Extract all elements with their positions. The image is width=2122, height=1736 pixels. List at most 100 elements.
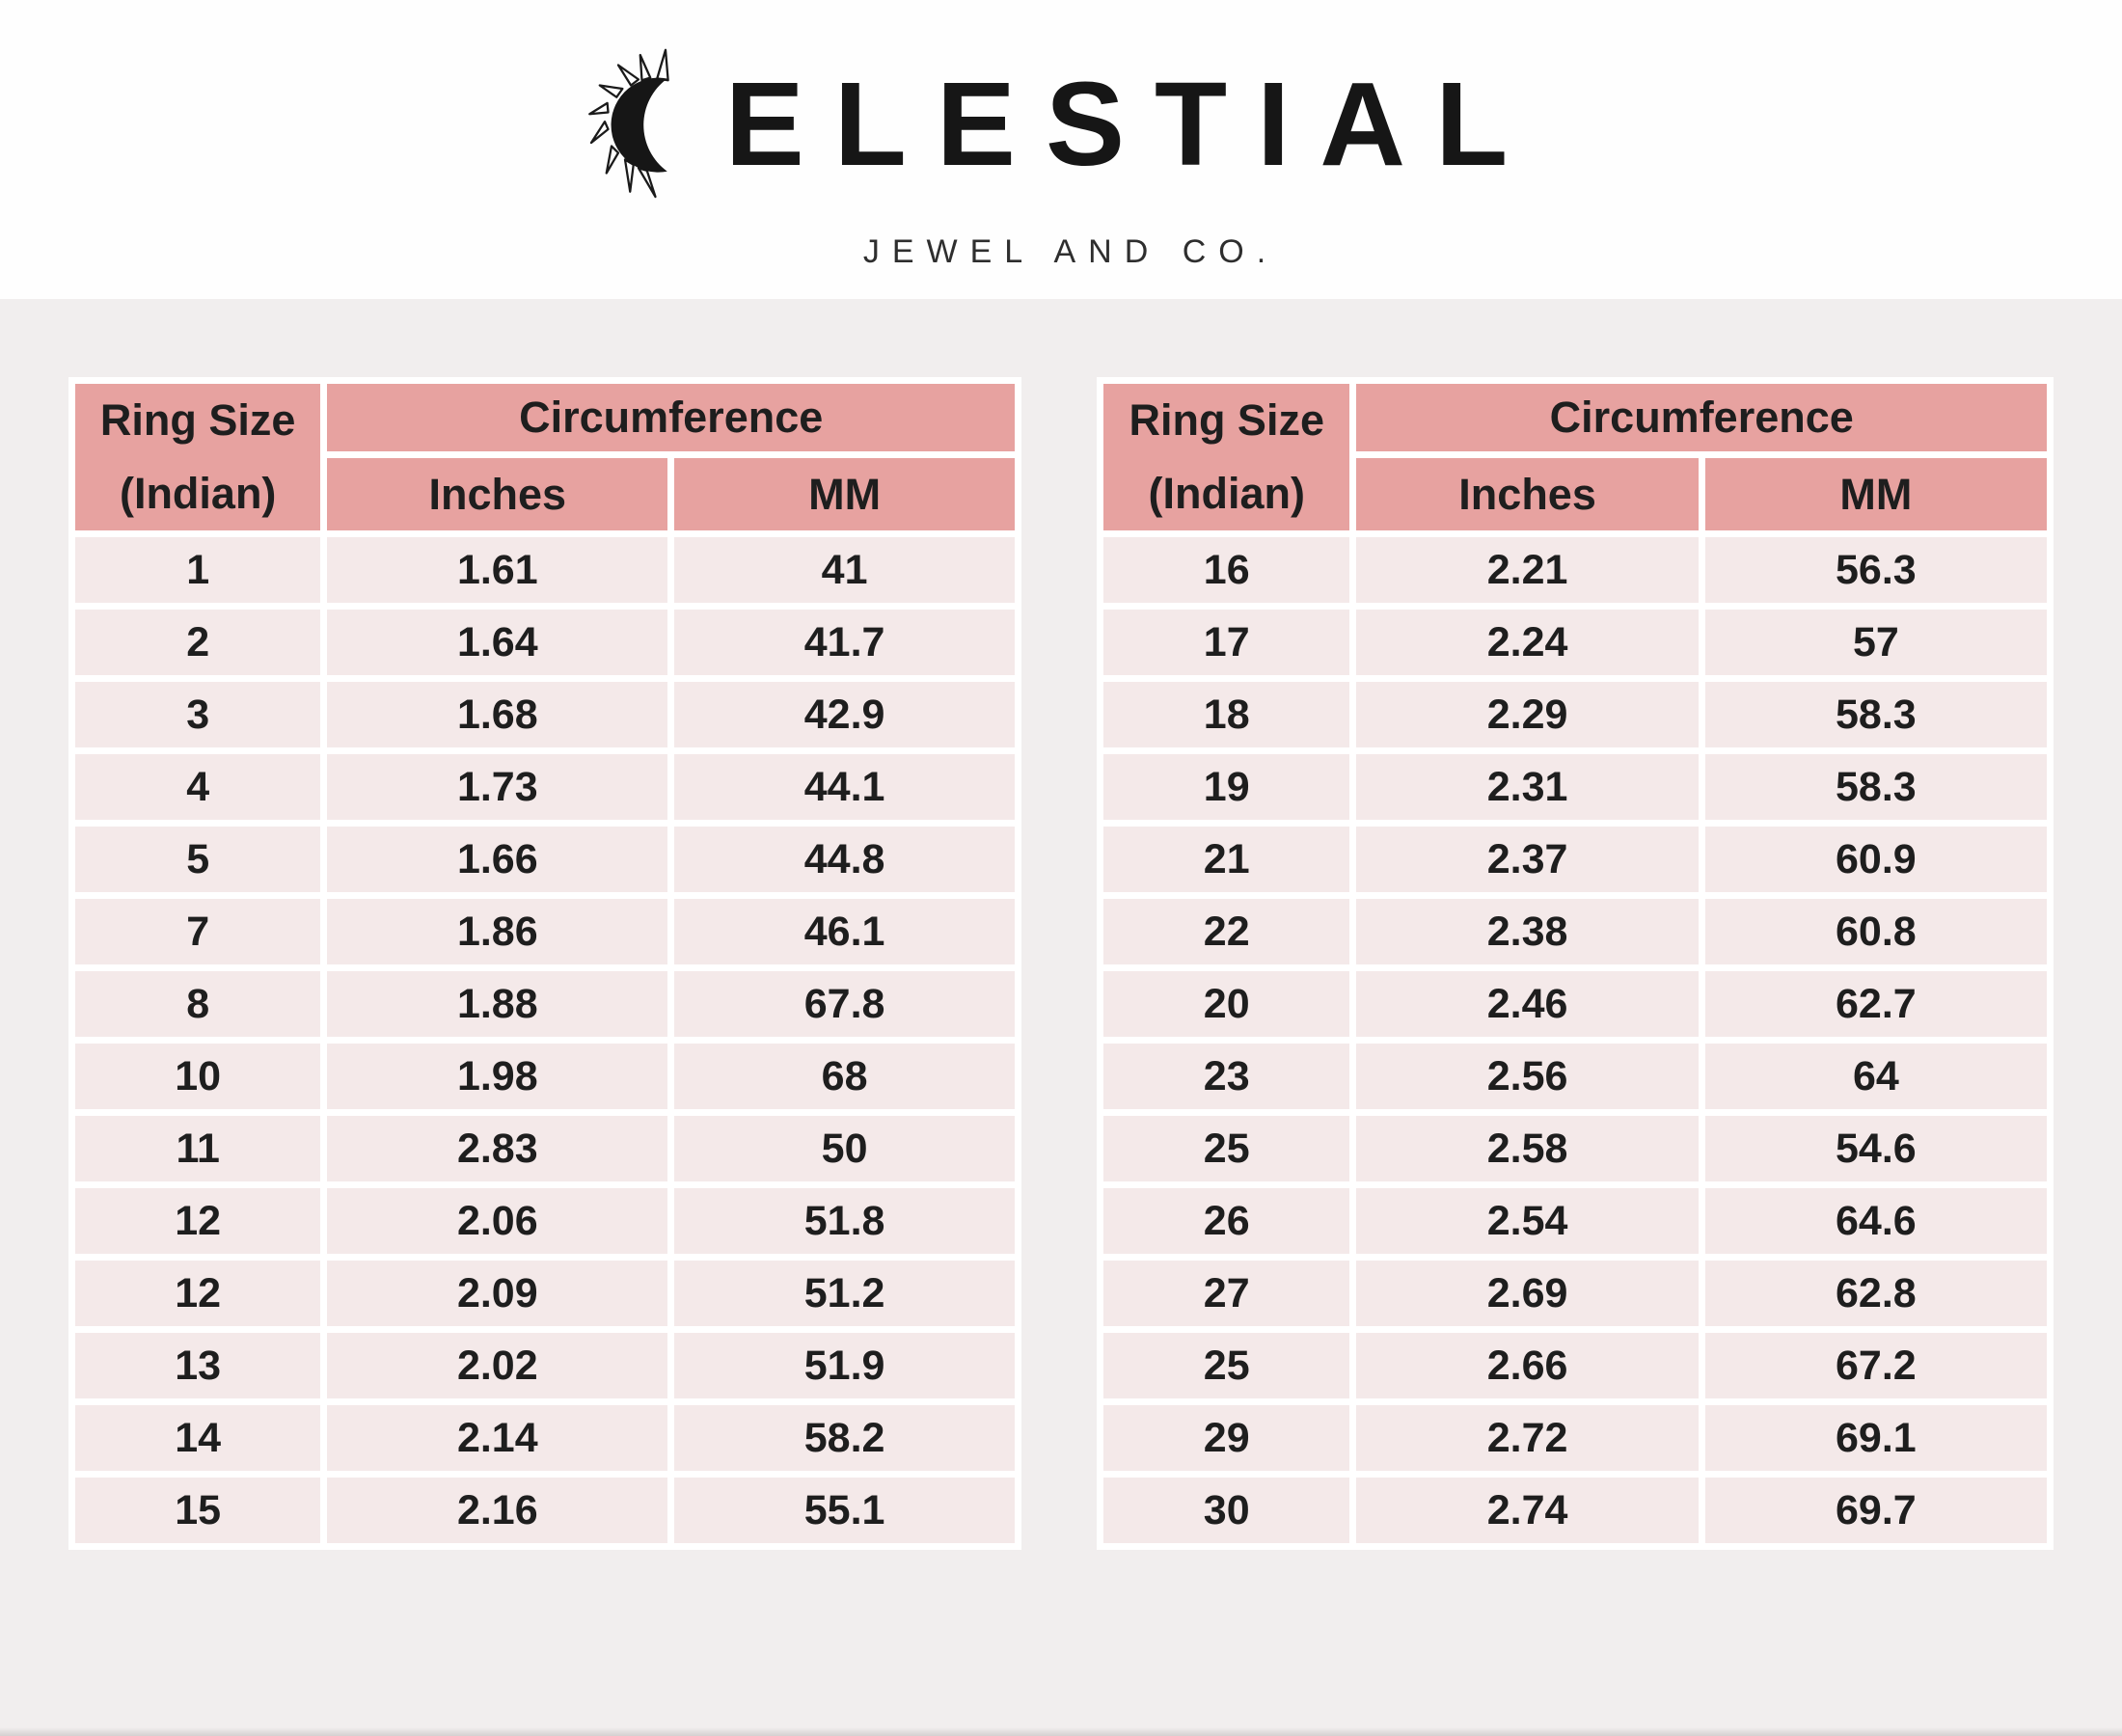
cell-inches: 2.06 bbox=[327, 1188, 668, 1254]
cell-mm: 60.9 bbox=[1704, 827, 2047, 892]
header-inches: Inches bbox=[327, 458, 668, 530]
table-row: 15 2.16 55.1 bbox=[75, 1478, 1015, 1543]
cell-size: 1 bbox=[75, 537, 321, 603]
cell-mm: 58.3 bbox=[1704, 682, 2047, 747]
table-row: 2 1.64 41.7 bbox=[75, 610, 1015, 675]
table-row: 16 2.21 56.3 bbox=[1103, 537, 2047, 603]
cell-inches: 2.24 bbox=[1356, 610, 1699, 675]
header-ring-size-line2: (Indian) bbox=[119, 469, 277, 518]
cell-inches: 1.68 bbox=[327, 682, 668, 747]
table-row: 20 2.46 62.7 bbox=[1103, 971, 2047, 1037]
cell-inches: 2.56 bbox=[1356, 1044, 1699, 1109]
cell-size: 23 bbox=[1103, 1044, 1350, 1109]
table-row: 13 2.02 51.9 bbox=[75, 1333, 1015, 1398]
cell-size: 18 bbox=[1103, 682, 1350, 747]
cell-size: 4 bbox=[75, 754, 321, 820]
header-circumference: Circumference bbox=[327, 384, 1015, 452]
cell-mm: 69.7 bbox=[1704, 1478, 2047, 1543]
cell-mm: 50 bbox=[674, 1116, 1015, 1181]
cell-inches: 2.38 bbox=[1356, 899, 1699, 964]
cell-mm: 67.2 bbox=[1704, 1333, 2047, 1398]
cell-inches: 1.61 bbox=[327, 537, 668, 603]
header-ring-size: Ring Size (Indian) bbox=[1103, 384, 1350, 530]
cell-mm: 51.9 bbox=[674, 1333, 1015, 1398]
cell-inches: 2.31 bbox=[1356, 754, 1699, 820]
header-ring-size-line1: Ring Size bbox=[99, 395, 296, 445]
cell-size: 10 bbox=[75, 1044, 321, 1109]
cell-inches: 2.14 bbox=[327, 1405, 668, 1471]
cell-mm: 44.1 bbox=[674, 754, 1015, 820]
cell-inches: 2.46 bbox=[1356, 971, 1699, 1037]
header-row-1: Ring Size (Indian) Circumference bbox=[1103, 384, 2047, 530]
top-white-band bbox=[0, 0, 2122, 299]
cell-inches: 2.54 bbox=[1356, 1188, 1699, 1254]
header-ring-size-line2: (Indian) bbox=[1148, 469, 1305, 518]
table-row: 23 2.56 64 bbox=[1103, 1044, 2047, 1109]
cell-size: 13 bbox=[75, 1333, 321, 1398]
cell-mm: 42.9 bbox=[674, 682, 1015, 747]
cell-mm: 51.8 bbox=[674, 1188, 1015, 1254]
cell-mm: 67.8 bbox=[674, 971, 1015, 1037]
cell-mm: 54.6 bbox=[1704, 1116, 2047, 1181]
cell-mm: 56.3 bbox=[1704, 537, 2047, 603]
cell-size: 27 bbox=[1103, 1261, 1350, 1326]
cell-inches: 2.69 bbox=[1356, 1261, 1699, 1326]
table-row: 18 2.29 58.3 bbox=[1103, 682, 2047, 747]
cell-size: 17 bbox=[1103, 610, 1350, 675]
table-row: 3 1.68 42.9 bbox=[75, 682, 1015, 747]
cell-inches: 1.98 bbox=[327, 1044, 668, 1109]
cell-size: 14 bbox=[75, 1405, 321, 1471]
header-circumference: Circumference bbox=[1356, 384, 2047, 452]
ring-size-table-right: Ring Size (Indian) Circumference Inches … bbox=[1097, 377, 2054, 1550]
table-row: 25 2.58 54.6 bbox=[1103, 1116, 2047, 1181]
cell-inches: 2.66 bbox=[1356, 1333, 1699, 1398]
cell-mm: 62.8 bbox=[1704, 1261, 2047, 1326]
cell-size: 3 bbox=[75, 682, 321, 747]
header-row-2: Inches MM bbox=[1103, 458, 2047, 530]
table-row: 10 1.98 68 bbox=[75, 1044, 1015, 1109]
brand-logo: ELESTIAL JEWEL AND CO. bbox=[0, 41, 2122, 271]
cell-size: 22 bbox=[1103, 899, 1350, 964]
cell-inches: 1.64 bbox=[327, 610, 668, 675]
cell-mm: 69.1 bbox=[1704, 1405, 2047, 1471]
table-row: 25 2.66 67.2 bbox=[1103, 1333, 2047, 1398]
table-row: 14 2.14 58.2 bbox=[75, 1405, 1015, 1471]
table-row: 21 2.37 60.9 bbox=[1103, 827, 2047, 892]
cell-mm: 64 bbox=[1704, 1044, 2047, 1109]
cell-size: 12 bbox=[75, 1261, 321, 1326]
ring-size-table-left: Ring Size (Indian) Circumference Inches … bbox=[68, 377, 1021, 1550]
table-row: 27 2.69 62.8 bbox=[1103, 1261, 2047, 1326]
table-row: 11 2.83 50 bbox=[75, 1116, 1015, 1181]
logo-row: ELESTIAL bbox=[585, 41, 1538, 208]
cell-size: 19 bbox=[1103, 754, 1350, 820]
cell-inches: 2.74 bbox=[1356, 1478, 1699, 1543]
cell-inches: 1.86 bbox=[327, 899, 668, 964]
cell-mm: 64.6 bbox=[1704, 1188, 2047, 1254]
cell-size: 8 bbox=[75, 971, 321, 1037]
cell-size: 7 bbox=[75, 899, 321, 964]
cell-mm: 68 bbox=[674, 1044, 1015, 1109]
brand-name: ELESTIAL bbox=[724, 58, 1538, 191]
cell-mm: 44.8 bbox=[674, 827, 1015, 892]
header-row-1: Ring Size (Indian) Circumference bbox=[75, 384, 1015, 530]
cell-inches: 1.66 bbox=[327, 827, 668, 892]
cell-size: 5 bbox=[75, 827, 321, 892]
header-mm: MM bbox=[1704, 458, 2047, 530]
cell-inches: 2.02 bbox=[327, 1333, 668, 1398]
table-row: 26 2.54 64.6 bbox=[1103, 1188, 2047, 1254]
cell-inches: 2.29 bbox=[1356, 682, 1699, 747]
header-mm: MM bbox=[674, 458, 1015, 530]
cell-inches: 2.37 bbox=[1356, 827, 1699, 892]
brand-subtitle: JEWEL AND CO. bbox=[862, 233, 1279, 270]
cell-size: 2 bbox=[75, 610, 321, 675]
cell-mm: 46.1 bbox=[674, 899, 1015, 964]
cell-size: 15 bbox=[75, 1478, 321, 1543]
cell-inches: 2.16 bbox=[327, 1478, 668, 1543]
cell-mm: 58.3 bbox=[1704, 754, 2047, 820]
header-inches: Inches bbox=[1356, 458, 1699, 530]
table-row: 5 1.66 44.8 bbox=[75, 827, 1015, 892]
table-row: 12 2.09 51.2 bbox=[75, 1261, 1015, 1326]
cell-inches: 1.73 bbox=[327, 754, 668, 820]
table-row: 4 1.73 44.1 bbox=[75, 754, 1015, 820]
table-row: 30 2.74 69.7 bbox=[1103, 1478, 2047, 1543]
